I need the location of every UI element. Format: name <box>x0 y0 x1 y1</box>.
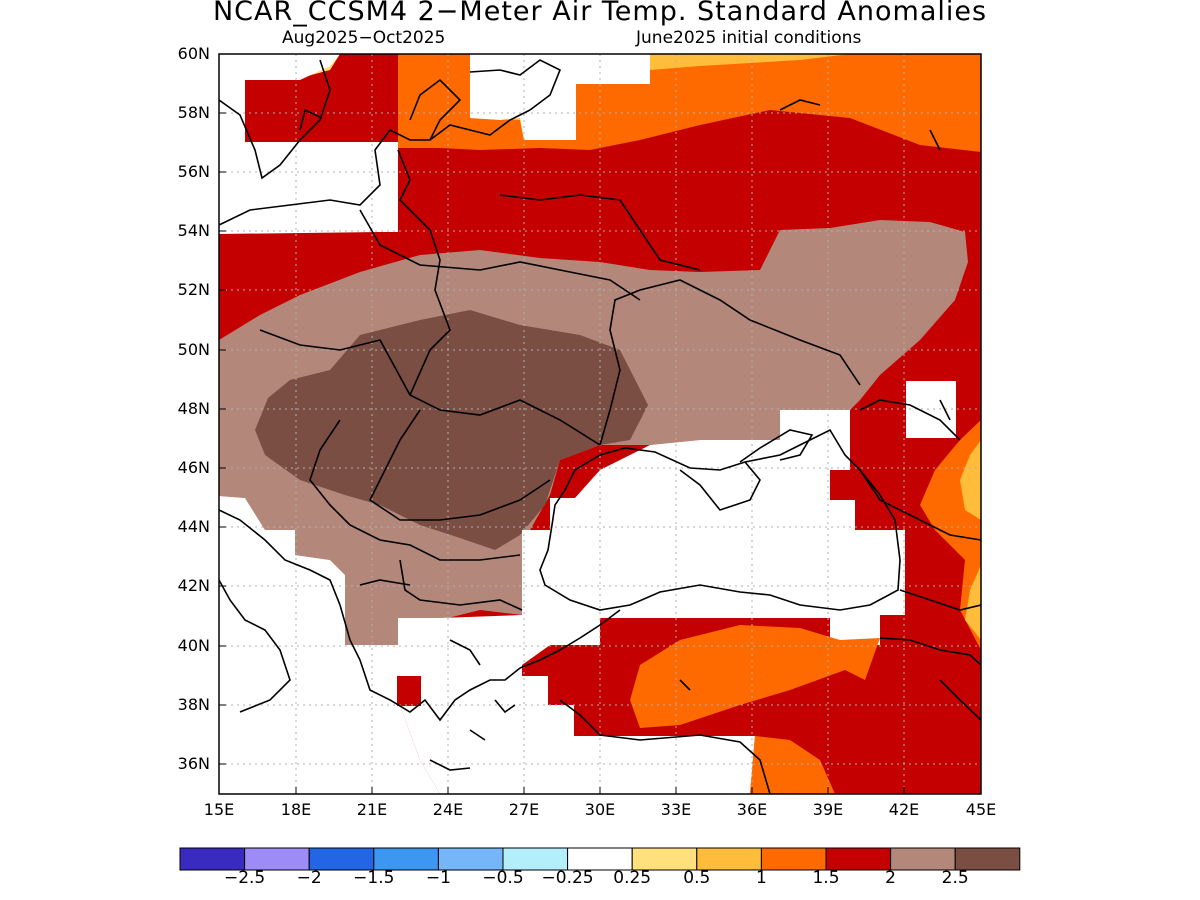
lon-label: 36E <box>736 800 768 819</box>
colorbar-segment <box>760 847 827 871</box>
colorbar-label: −0.25 <box>541 868 594 888</box>
lon-label: 24E <box>432 800 464 819</box>
colorbar-label: 2.5 <box>941 868 969 888</box>
lon-label: 27E <box>508 800 540 819</box>
lon-label: 42E <box>888 800 920 819</box>
lat-label: 50N <box>177 340 210 359</box>
anomaly-region-1.5-cell <box>397 676 421 706</box>
lat-label: 56N <box>177 162 210 181</box>
anomaly-region-2.5 <box>255 310 648 550</box>
colorbar-segment <box>373 847 439 871</box>
colorbar-label: 0.25 <box>613 868 652 888</box>
no-signal-region <box>219 54 650 142</box>
lat-label: 52N <box>177 280 210 299</box>
colorbar-label: 0.5 <box>683 868 711 888</box>
colorbar <box>179 847 1021 871</box>
colorbar-label: −2.5 <box>223 868 266 888</box>
lon-label: 15E <box>203 800 235 819</box>
anomaly-region-1.5 <box>630 625 880 728</box>
lat-label: 48N <box>177 399 210 418</box>
colorbar-label: 1 <box>755 868 767 888</box>
colorbar-segment <box>437 847 504 871</box>
lat-label: 42N <box>177 576 210 595</box>
colorbar-label: 2 <box>885 868 896 888</box>
no-signal-region <box>219 142 398 234</box>
lat-label: 38N <box>177 695 210 714</box>
map-title: NCAR_CCSM4 2−Meter Air Temp. Standard An… <box>212 0 988 27</box>
colorbar-label: 1.5 <box>812 868 840 888</box>
initial-conditions: June2025 initial conditions <box>636 28 862 48</box>
lon-label: 30E <box>584 800 616 819</box>
forecast-period: Aug2025−Oct2025 <box>282 28 446 48</box>
tick-marks <box>218 53 982 794</box>
colorbar-label: −2 <box>296 868 322 888</box>
lat-label: 44N <box>177 517 210 536</box>
lat-label: 36N <box>177 754 210 773</box>
colorbar-segment <box>954 847 1021 871</box>
coastlines-borders <box>219 59 981 794</box>
colorbar-label: −1.5 <box>353 868 395 888</box>
colorbar-label: −0.5 <box>482 868 524 888</box>
colorbar-segment <box>308 847 375 871</box>
lat-label: 46N <box>177 458 210 477</box>
no-signal-region <box>398 410 905 794</box>
colorbar-segment <box>890 847 956 871</box>
lon-label: 33E <box>660 800 692 819</box>
colorbar-segment <box>696 847 762 871</box>
colorbar-segment <box>244 847 310 871</box>
lon-label: 18E <box>280 800 312 819</box>
colorbar-segment <box>567 847 633 871</box>
anomaly-region-1.0 <box>960 440 981 520</box>
colorbar-segment <box>179 847 246 871</box>
colorbar-segment <box>825 847 892 871</box>
colorbar-label: −1 <box>425 868 451 888</box>
lat-label: 58N <box>177 103 210 122</box>
colorbar-segment <box>502 847 569 871</box>
colorbar-segment <box>631 847 698 871</box>
lat-label: 40N <box>177 636 210 655</box>
gridlines <box>219 54 981 794</box>
lat-label: 60N <box>177 44 210 63</box>
anomaly-region-1.5 <box>750 736 835 794</box>
lat-label: 54N <box>177 221 210 240</box>
lon-label: 45E <box>965 800 997 819</box>
lon-label: 21E <box>356 800 388 819</box>
anomaly-region-1.0 <box>965 565 981 640</box>
no-signal-region <box>219 496 440 794</box>
anomaly-fill-layer <box>219 54 981 794</box>
lon-label: 39E <box>812 800 844 819</box>
